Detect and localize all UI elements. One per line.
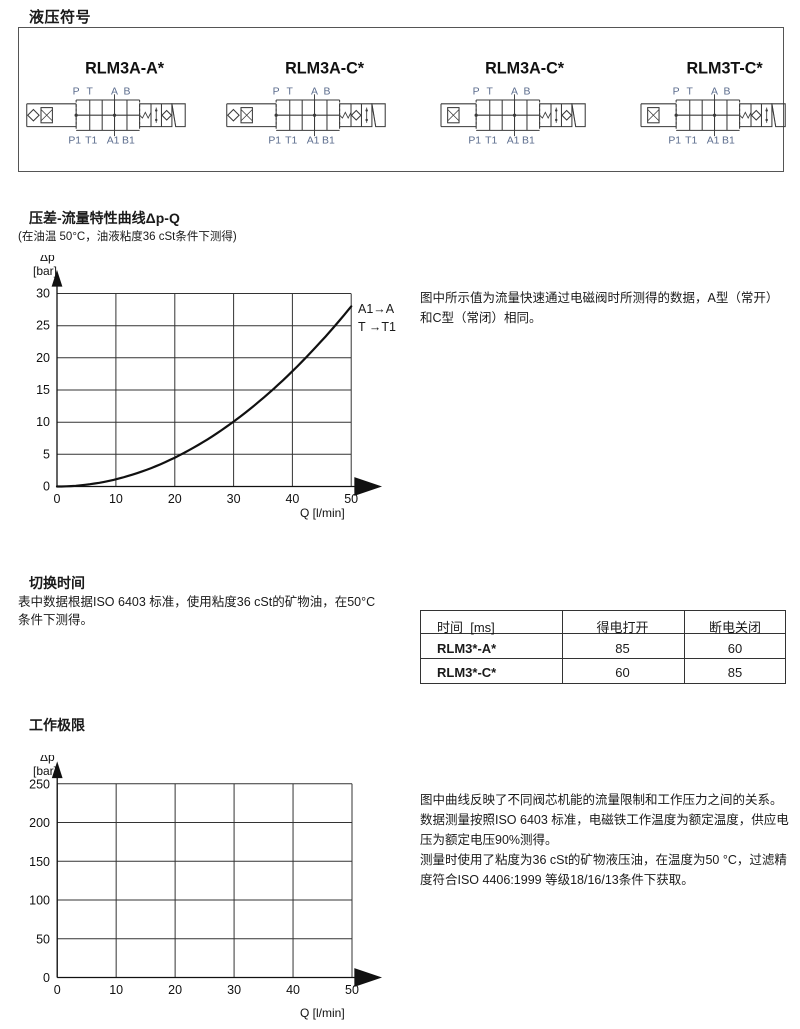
svg-text:T: T [87, 86, 94, 97]
svg-text:20: 20 [36, 351, 50, 365]
svg-text:P1: P1 [268, 136, 281, 147]
svg-text:Δp: Δp [40, 755, 55, 764]
svg-text:250: 250 [29, 777, 50, 791]
svg-text:A1: A1 [707, 136, 720, 147]
svg-text:B: B [323, 86, 330, 97]
svg-text:B1: B1 [722, 136, 735, 147]
svg-text:RLM3A-C*: RLM3A-C* [485, 59, 565, 77]
svg-text:B1: B1 [322, 136, 335, 147]
svg-text:50: 50 [345, 983, 359, 997]
svg-text:25: 25 [36, 319, 50, 333]
svg-text:20: 20 [168, 492, 182, 506]
svg-text:50: 50 [36, 932, 50, 946]
svg-text:P1: P1 [468, 136, 481, 147]
svg-text:P1: P1 [668, 136, 681, 147]
svg-text:40: 40 [286, 983, 300, 997]
svg-text:A1: A1 [507, 136, 520, 147]
svg-text:P: P [673, 86, 680, 97]
svg-text:30: 30 [36, 287, 50, 301]
svg-text:[bar]: [bar] [33, 264, 57, 278]
svg-text:T1: T1 [285, 136, 297, 147]
svg-text:Q [l/min]: Q [l/min] [300, 506, 345, 520]
svg-text:Δp: Δp [40, 255, 55, 264]
svg-text:10: 10 [109, 492, 123, 506]
svg-text:B: B [723, 86, 730, 97]
svg-text:RLM3T-C*: RLM3T-C* [686, 59, 763, 77]
svg-text:15: 15 [36, 383, 50, 397]
svg-text:RLM3A-A*: RLM3A-A* [85, 59, 165, 77]
svg-text:0: 0 [54, 492, 61, 506]
svg-text:P: P [73, 86, 80, 97]
svg-text:0: 0 [43, 480, 50, 494]
svg-text:0: 0 [54, 983, 61, 997]
svg-text:10: 10 [36, 415, 50, 429]
svg-text:A1→A: A1→A [358, 302, 395, 316]
svg-text:A1: A1 [107, 136, 120, 147]
svg-text:T: T [687, 86, 694, 97]
svg-text:T: T [287, 86, 294, 97]
svg-text:T1: T1 [485, 136, 497, 147]
svg-text:T: T [487, 86, 494, 97]
svg-text:T →T1: T →T1 [358, 320, 396, 334]
svg-text:50: 50 [344, 492, 358, 506]
svg-text:20: 20 [168, 983, 182, 997]
svg-text:T1: T1 [85, 136, 97, 147]
svg-text:A1: A1 [307, 136, 320, 147]
svg-text:5: 5 [43, 447, 50, 461]
svg-text:30: 30 [227, 983, 241, 997]
svg-text:100: 100 [29, 894, 50, 908]
svg-text:P1: P1 [68, 136, 81, 147]
svg-text:B: B [123, 86, 130, 97]
svg-text:150: 150 [29, 855, 50, 869]
svg-text:B: B [523, 86, 530, 97]
svg-text:40: 40 [285, 492, 299, 506]
svg-text:T1: T1 [685, 136, 697, 147]
svg-text:RLM3A-C*: RLM3A-C* [285, 59, 365, 77]
svg-text:B1: B1 [122, 136, 135, 147]
svg-text:P: P [473, 86, 480, 97]
svg-text:P: P [273, 86, 280, 97]
svg-text:10: 10 [109, 983, 123, 997]
svg-text:30: 30 [227, 492, 241, 506]
svg-text:200: 200 [29, 816, 50, 830]
svg-text:B1: B1 [522, 136, 535, 147]
svg-text:0: 0 [43, 971, 50, 985]
svg-text:Q [l/min]: Q [l/min] [300, 1006, 345, 1020]
